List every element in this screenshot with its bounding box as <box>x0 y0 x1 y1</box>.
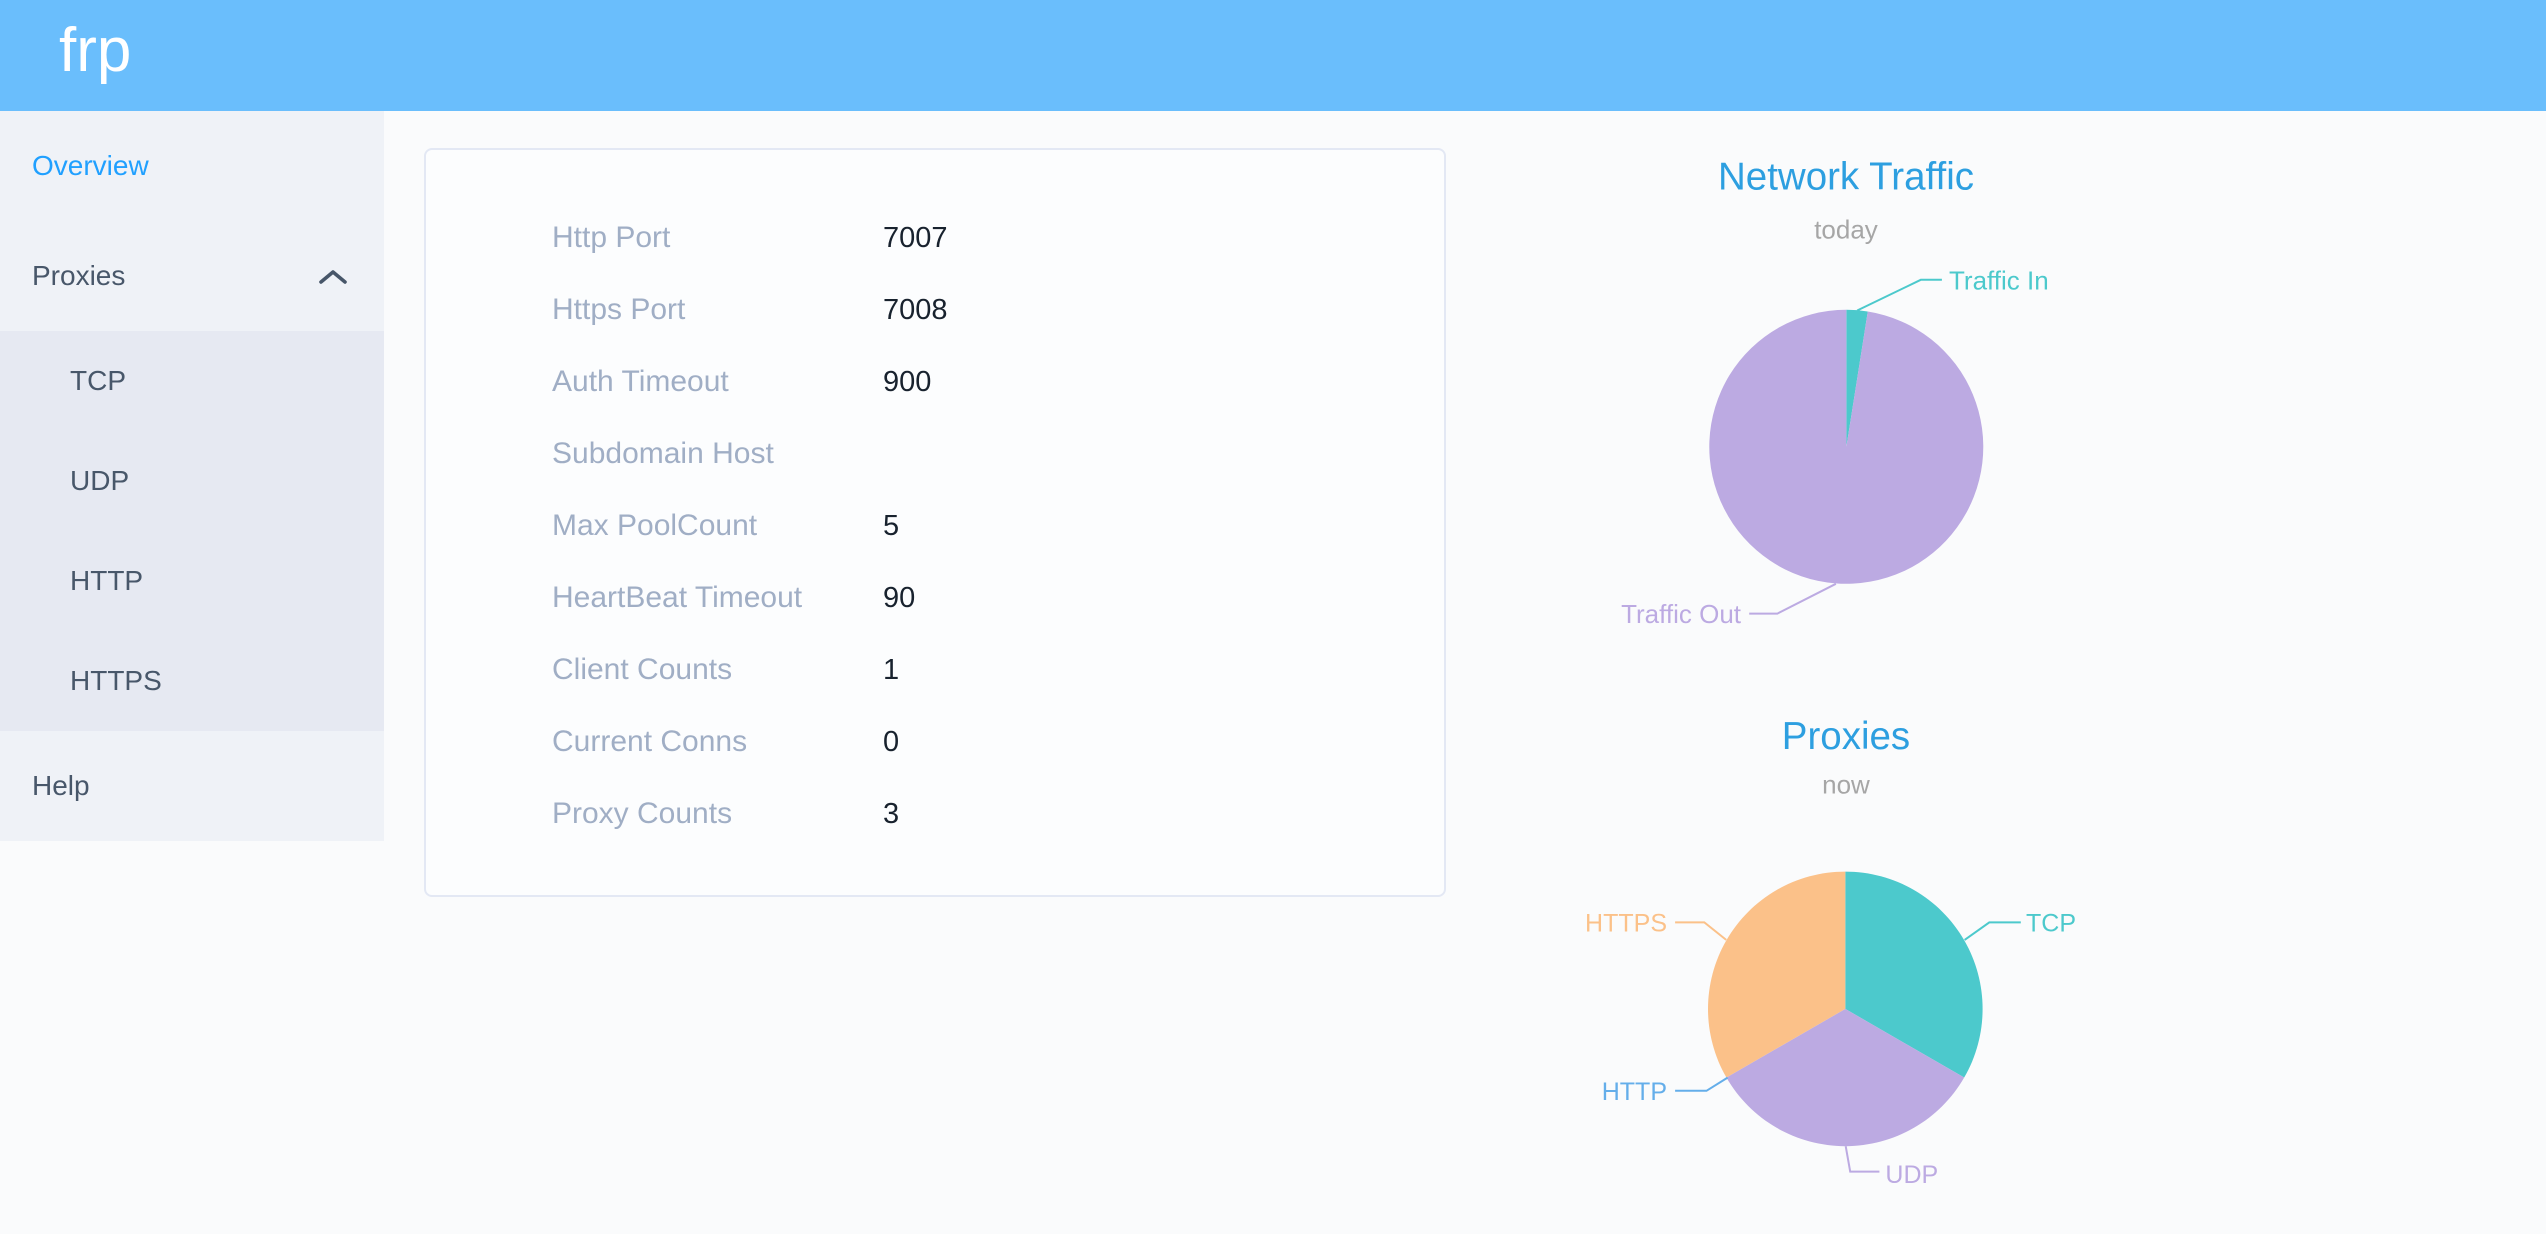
svg-text:Traffic In: Traffic In <box>1949 265 2049 295</box>
svg-text:Network Traffic: Network Traffic <box>1718 156 1974 199</box>
svg-text:HTTP: HTTP <box>1602 1078 1667 1106</box>
svg-text:Traffic Out: Traffic Out <box>1621 599 1742 629</box>
svg-text:now: now <box>1822 770 1870 800</box>
svg-text:UDP: UDP <box>1885 1161 1938 1189</box>
svg-text:HTTPS: HTTPS <box>1585 910 1667 938</box>
svg-text:today: today <box>1814 215 1878 245</box>
svg-text:Proxies: Proxies <box>1782 715 1910 758</box>
svg-text:TCP: TCP <box>2026 910 2076 938</box>
